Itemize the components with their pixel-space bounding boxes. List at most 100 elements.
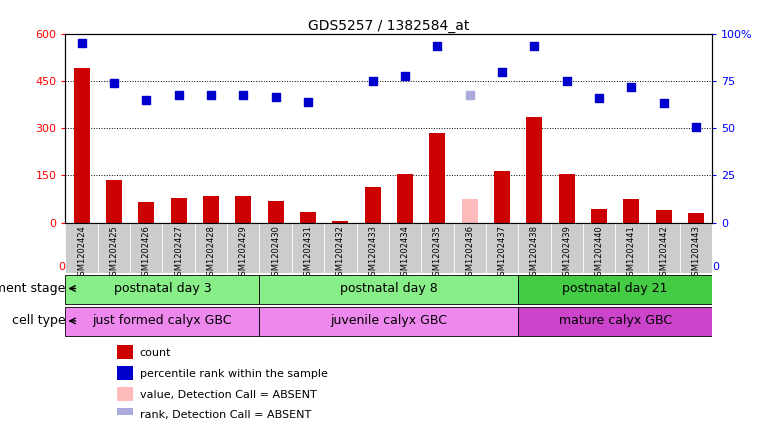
Bar — [615, 223, 648, 273]
Bar — [117, 366, 133, 380]
Bar — [65, 223, 98, 273]
Text: GSM1202424: GSM1202424 — [77, 225, 86, 281]
Text: GSM1202433: GSM1202433 — [368, 225, 377, 281]
Bar — [486, 223, 518, 273]
Bar — [551, 223, 583, 273]
Text: percentile rank within the sample: percentile rank within the sample — [140, 369, 328, 379]
Text: GSM1202427: GSM1202427 — [174, 225, 183, 281]
Bar — [421, 223, 454, 273]
Text: 0: 0 — [59, 262, 65, 272]
Bar — [195, 223, 227, 273]
Text: mature calyx GBC: mature calyx GBC — [559, 314, 671, 327]
Bar — [518, 275, 712, 304]
Bar — [591, 209, 607, 223]
Bar — [300, 212, 316, 223]
Bar — [559, 174, 574, 223]
Text: GSM1202435: GSM1202435 — [433, 225, 442, 281]
Bar — [259, 275, 518, 304]
Bar — [365, 187, 380, 223]
Bar — [454, 223, 486, 273]
Bar — [203, 196, 219, 223]
Bar — [461, 199, 477, 223]
Bar — [357, 223, 389, 273]
Text: rank, Detection Call = ABSENT: rank, Detection Call = ABSENT — [140, 410, 311, 420]
Bar — [397, 174, 413, 223]
Bar — [139, 202, 154, 223]
Text: GSM1202432: GSM1202432 — [336, 225, 345, 281]
Text: GSM1202441: GSM1202441 — [627, 225, 636, 281]
Text: GSM1202438: GSM1202438 — [530, 225, 539, 281]
Point — [270, 93, 282, 100]
Title: GDS5257 / 1382584_at: GDS5257 / 1382584_at — [308, 19, 470, 33]
Bar — [623, 199, 639, 223]
Bar — [324, 223, 357, 273]
Text: postnatal day 3: postnatal day 3 — [114, 282, 211, 295]
Bar — [518, 223, 551, 273]
Point — [140, 96, 152, 103]
Point — [561, 78, 573, 85]
Text: just formed calyx GBC: just formed calyx GBC — [92, 314, 233, 327]
Point — [431, 43, 444, 50]
Point — [528, 43, 541, 50]
Bar — [518, 307, 712, 336]
Text: count: count — [140, 348, 172, 358]
Point — [172, 92, 185, 99]
Text: cell type: cell type — [12, 314, 65, 327]
Bar — [389, 223, 421, 273]
Point — [625, 84, 638, 91]
Bar — [655, 210, 671, 223]
Bar — [117, 346, 133, 359]
Text: GSM1202426: GSM1202426 — [142, 225, 151, 281]
Point — [205, 92, 217, 99]
Bar — [74, 69, 90, 223]
Text: GSM1202428: GSM1202428 — [206, 225, 216, 281]
Point — [302, 98, 314, 105]
Text: GSM1202437: GSM1202437 — [497, 225, 507, 281]
Text: GSM1202431: GSM1202431 — [303, 225, 313, 281]
Point — [399, 73, 411, 80]
Bar — [583, 223, 615, 273]
Bar — [430, 133, 445, 223]
Point — [593, 95, 605, 102]
Bar — [680, 223, 712, 273]
Bar — [227, 223, 259, 273]
Text: GSM1202439: GSM1202439 — [562, 225, 571, 281]
Bar — [648, 223, 680, 273]
Bar — [162, 223, 195, 273]
Point — [658, 100, 670, 107]
Bar — [236, 196, 251, 223]
Bar — [65, 275, 259, 304]
Bar — [65, 307, 259, 336]
Bar — [527, 117, 542, 223]
Bar — [117, 387, 133, 401]
Point — [367, 78, 379, 85]
Bar — [98, 223, 130, 273]
Point — [75, 40, 88, 47]
Text: development stage: development stage — [0, 282, 65, 295]
Text: postnatal day 8: postnatal day 8 — [340, 282, 437, 295]
Point — [496, 68, 508, 75]
Text: 0: 0 — [712, 262, 719, 272]
Point — [464, 92, 476, 99]
Point — [108, 79, 120, 86]
Text: GSM1202440: GSM1202440 — [594, 225, 604, 281]
Bar — [268, 201, 283, 223]
Point — [237, 92, 249, 99]
Bar — [688, 213, 704, 223]
Text: value, Detection Call = ABSENT: value, Detection Call = ABSENT — [140, 390, 316, 400]
Bar — [259, 307, 518, 336]
Text: GSM1202443: GSM1202443 — [691, 225, 701, 281]
Text: GSM1202430: GSM1202430 — [271, 225, 280, 281]
Point — [690, 124, 702, 130]
Text: GSM1202425: GSM1202425 — [109, 225, 119, 281]
Bar — [106, 180, 122, 223]
Text: GSM1202436: GSM1202436 — [465, 225, 474, 281]
Bar — [171, 198, 186, 223]
Text: GSM1202442: GSM1202442 — [659, 225, 668, 281]
Text: postnatal day 21: postnatal day 21 — [562, 282, 668, 295]
Bar — [117, 408, 133, 421]
Bar — [130, 223, 162, 273]
Bar — [292, 223, 324, 273]
Bar — [494, 171, 510, 223]
Text: juvenile calyx GBC: juvenile calyx GBC — [330, 314, 447, 327]
